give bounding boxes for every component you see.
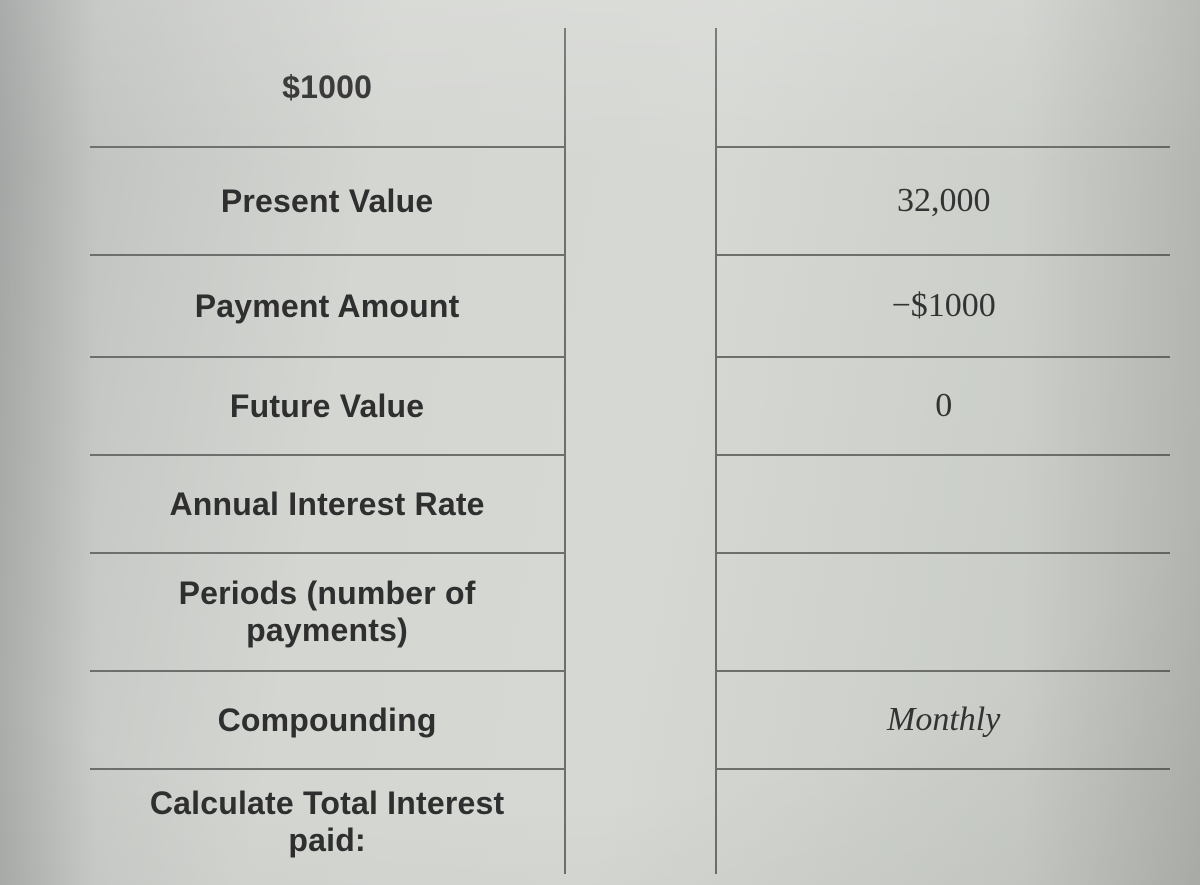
table-row: Compounding Monthly bbox=[90, 671, 1170, 769]
divider-gap bbox=[565, 455, 716, 553]
row-label: Present Value bbox=[108, 183, 546, 220]
table-row: Annual Interest Rate bbox=[90, 455, 1170, 553]
table-row: Future Value 0 bbox=[90, 357, 1170, 455]
table-row: $1000 bbox=[90, 28, 1170, 147]
finance-table: $1000 Present Value 32,000 Payment Amoun… bbox=[90, 28, 1170, 874]
row-label: Calculate Total Interest paid: bbox=[108, 785, 546, 859]
row-label: Future Value bbox=[108, 388, 546, 425]
finance-table-frame: $1000 Present Value 32,000 Payment Amoun… bbox=[90, 28, 1170, 858]
row-value: Monthly bbox=[735, 701, 1152, 739]
divider-gap bbox=[565, 357, 716, 455]
table-row: Present Value 32,000 bbox=[90, 147, 1170, 255]
row-label: $1000 bbox=[108, 69, 546, 106]
divider-gap bbox=[565, 28, 716, 147]
row-label: Compounding bbox=[108, 702, 546, 739]
row-label: Annual Interest Rate bbox=[108, 486, 546, 523]
divider-gap bbox=[565, 147, 716, 255]
table-row: Periods (number of payments) bbox=[90, 553, 1170, 671]
divider-gap bbox=[565, 553, 716, 671]
divider-gap bbox=[565, 671, 716, 769]
divider-gap bbox=[565, 769, 716, 874]
row-value: 0 bbox=[735, 387, 1152, 425]
row-value: −$1000 bbox=[735, 287, 1152, 325]
row-label: Periods (number of payments) bbox=[108, 575, 546, 649]
table-row: Calculate Total Interest paid: bbox=[90, 769, 1170, 874]
row-label: Payment Amount bbox=[108, 288, 546, 325]
row-value: 32,000 bbox=[735, 182, 1152, 220]
divider-gap bbox=[565, 255, 716, 357]
table-row: Payment Amount −$1000 bbox=[90, 255, 1170, 357]
